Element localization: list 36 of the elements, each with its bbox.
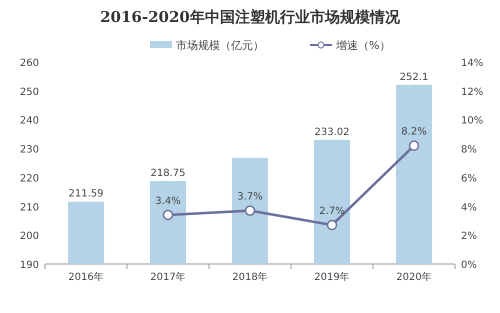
y-tick-label: 190 (20, 260, 39, 271)
y-tick-label: 210 (20, 202, 39, 214)
x-tick-label: 2017年 (150, 271, 186, 283)
data-label: 3.7% (237, 192, 263, 203)
x-tick-label: 2020年 (396, 271, 432, 283)
y2-tick-label: 4% (461, 202, 477, 214)
point (244, 205, 256, 216)
y-tick-label: 220 (20, 173, 39, 184)
y2-tick-label: 0% (461, 260, 477, 271)
x-tick-label: 2018年 (232, 271, 268, 283)
y-tick-label: 260 (20, 58, 39, 69)
y2-tick-label: 2% (461, 231, 477, 242)
legend-label: 市场规模（亿元） (176, 39, 264, 52)
point (162, 210, 174, 220)
y2-tick-label: 14% (461, 58, 484, 69)
y2-tick-label: 10% (461, 116, 484, 127)
data-label: 252.1 (400, 72, 428, 83)
x-tick-label: 2019年 (314, 271, 350, 283)
y-tick-label: 250 (20, 86, 39, 98)
y2-tick-label: 8% (461, 144, 477, 156)
data-label: 8.2% (401, 126, 427, 138)
y-tick-label: 240 (20, 116, 39, 127)
chart-title: 2016-2020年中国注塑机行业市场规模情况 (100, 8, 401, 26)
data-label: 211.59 (68, 188, 104, 200)
x-tick-label: 2016年 (68, 271, 104, 283)
data-label: 218.75 (150, 168, 186, 180)
data-label: 233.02 (314, 126, 350, 138)
y-tick-label: 230 (20, 144, 39, 156)
data-label: 3.4% (155, 196, 181, 207)
point (326, 220, 338, 230)
y-tick-label: 200 (20, 231, 39, 242)
point (408, 140, 420, 151)
data-label: 2.7% (319, 206, 345, 218)
y2-tick-label: 12% (461, 86, 484, 98)
y2-tick-label: 6% (461, 173, 477, 184)
legend-label: 增速（%） (335, 39, 390, 52)
